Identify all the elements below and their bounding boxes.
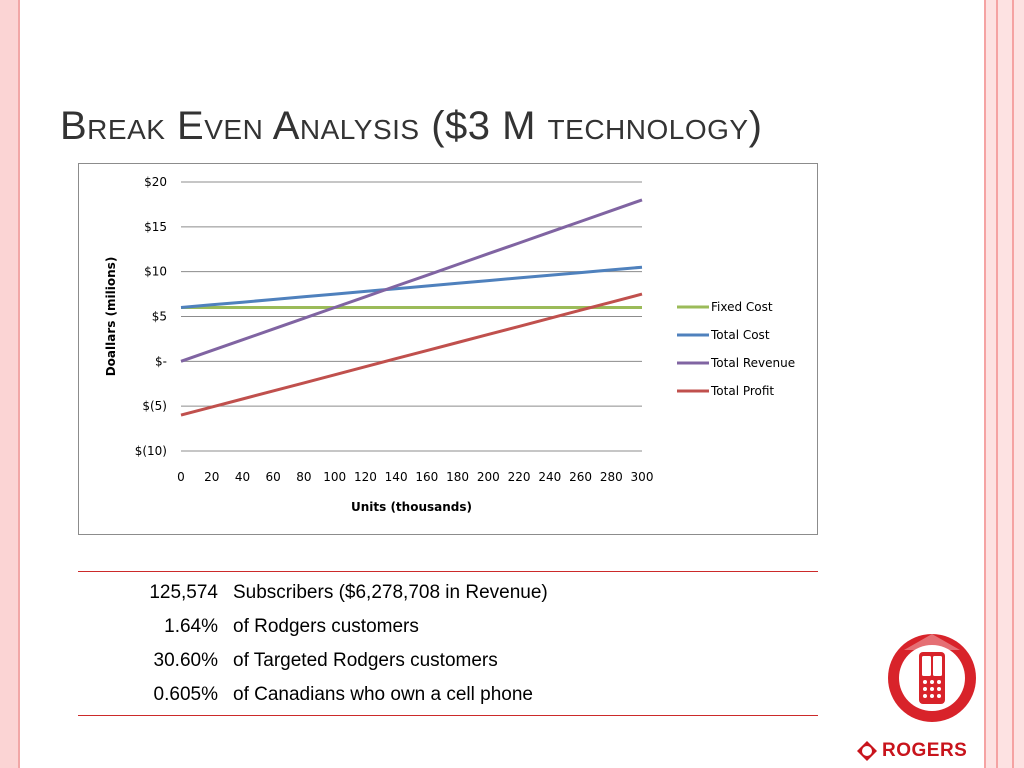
rogers-logo: ROGERS [856, 738, 968, 764]
x-tick-label: 20 [204, 470, 219, 484]
stats-row: 0.605% of Canadians who own a cell phone [78, 678, 818, 712]
series-line-total-profit [180, 292, 643, 417]
series-line-total-cost [180, 265, 643, 309]
stats-description: Subscribers ($6,278,708 in Revenue) [233, 582, 548, 603]
y-tick-label: $- [155, 354, 167, 368]
x-tick-label: 100 [323, 470, 346, 484]
x-tick-label: 280 [600, 470, 623, 484]
x-tick-label: 260 [569, 470, 592, 484]
y-tick-label: $(5) [142, 399, 167, 413]
stats-description: of Rodgers customers [233, 616, 419, 637]
stats-description: of Targeted Rodgers customers [233, 650, 498, 671]
stats-table: 125,574 Subscribers ($6,278,708 in Reven… [78, 571, 818, 716]
slide-right-border [976, 0, 1024, 768]
x-tick-label: 180 [446, 470, 469, 484]
brand-name: ROGERS [882, 740, 968, 761]
x-tick-label: 160 [415, 470, 438, 484]
x-tick-label: 40 [235, 470, 250, 484]
stats-row: 125,574 Subscribers ($6,278,708 in Reven… [78, 576, 818, 610]
chart-canvas: $20 $15 $10 $5 $- $(5) $(10) 0 20 40 60 80 100 120 140… [104, 175, 795, 514]
stats-value: 30.60% [153, 650, 218, 671]
y-tick-label: $5 [152, 310, 167, 324]
y-tick-label: $20 [144, 175, 167, 189]
x-tick-label: 60 [266, 470, 281, 484]
legend-label: Total Revenue [710, 356, 795, 370]
stats-value: 125,574 [149, 582, 218, 603]
x-tick-label: 220 [508, 470, 531, 484]
legend-label: Total Cost [710, 328, 770, 342]
x-axis-title: Units (thousands) [351, 500, 472, 514]
break-even-chart: $20 $15 $10 $5 $- $(5) $(10) 0 20 40 60 80 100 120 140… [78, 163, 818, 535]
x-tick-label: 300 [631, 470, 654, 484]
y-axis-title: Doallars (milions) [104, 257, 118, 377]
rogers-phone-logo-icon [888, 634, 976, 722]
y-tick-label: $10 [144, 265, 167, 279]
y-tick-label: $15 [144, 220, 167, 234]
slide-left-border [0, 0, 20, 768]
x-tick-label: 0 [177, 470, 185, 484]
x-tick-label: 240 [538, 470, 561, 484]
series-line-total-revenue [180, 198, 643, 363]
legend-label: Fixed Cost [711, 300, 773, 314]
legend-label: Total Profit [710, 384, 774, 398]
slide-title: Break Even Analysis ($3 M technology) [60, 104, 763, 148]
stats-value: 0.605% [153, 684, 218, 705]
stats-row: 30.60% of Targeted Rodgers customers [78, 644, 818, 678]
x-tick-label: 140 [385, 470, 408, 484]
stats-value: 1.64% [164, 616, 218, 637]
x-tick-label: 80 [296, 470, 311, 484]
stats-row: 1.64% of Rodgers customers [78, 610, 818, 644]
x-tick-label: 200 [477, 470, 500, 484]
stats-description: of Canadians who own a cell phone [233, 684, 533, 705]
x-tick-label: 120 [354, 470, 377, 484]
rogers-mark-icon [857, 741, 877, 761]
y-tick-label: $(10) [135, 444, 167, 458]
